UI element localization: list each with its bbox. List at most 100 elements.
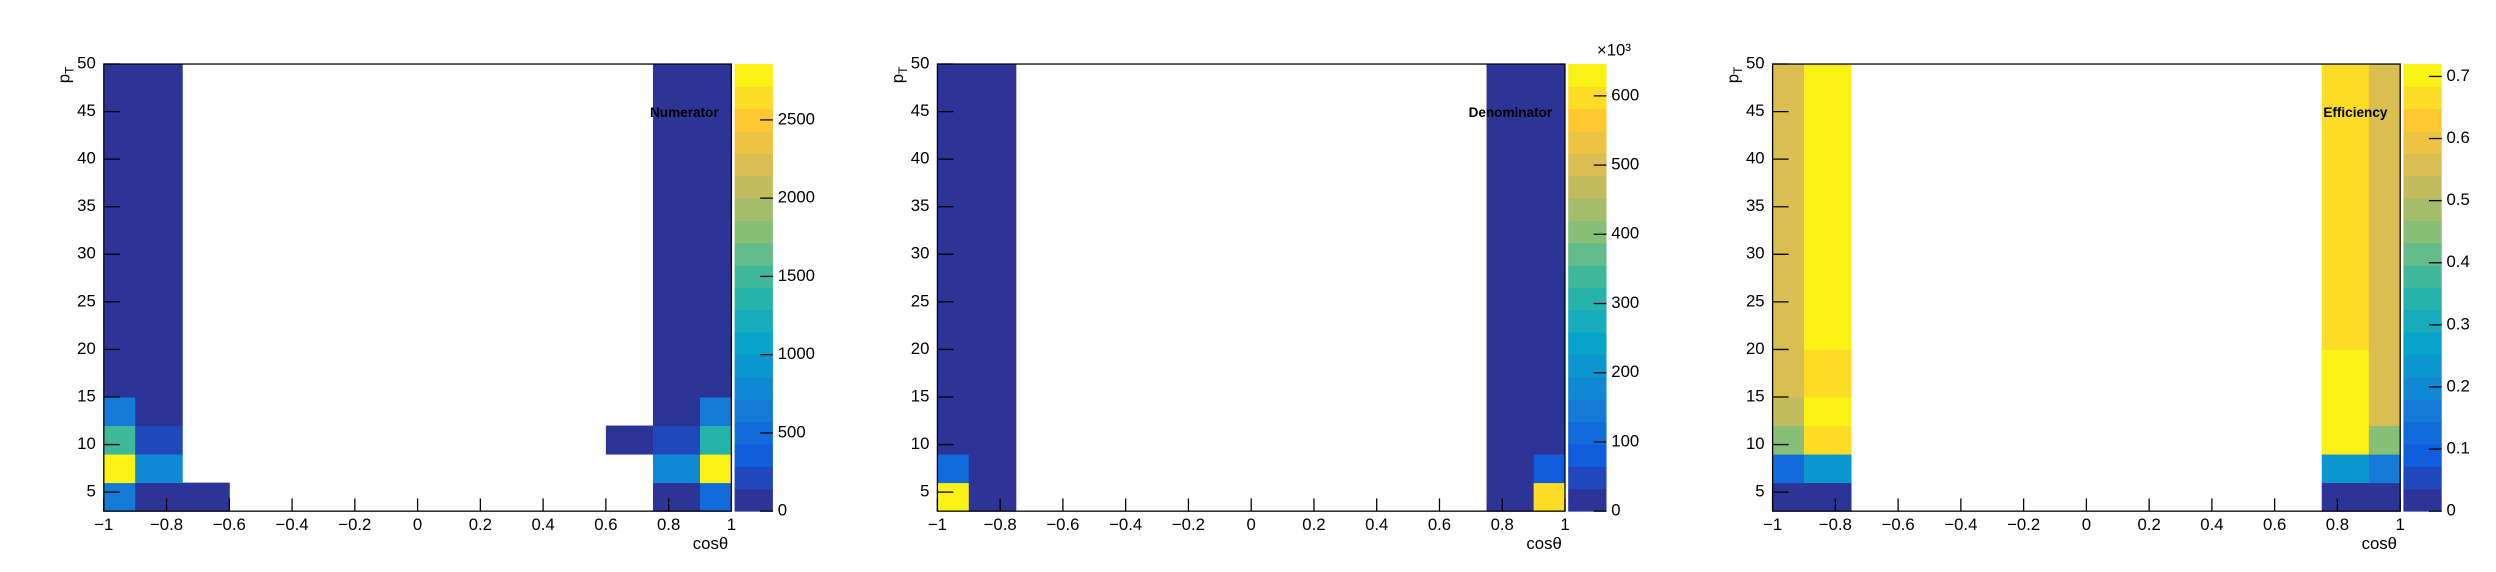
cell bbox=[1533, 482, 1566, 512]
color-bar-step bbox=[734, 265, 773, 289]
y-tick-label: 10 bbox=[911, 434, 930, 453]
y-tick-label: 25 bbox=[77, 291, 96, 310]
z-tick-label: 0 bbox=[778, 501, 787, 520]
color-bar-step bbox=[2403, 309, 2442, 333]
x-tick-label: −0.6 bbox=[1882, 515, 1915, 534]
x-tick-label: 0.8 bbox=[2326, 515, 2349, 534]
z-tick-label: 0.1 bbox=[2446, 438, 2469, 457]
cell bbox=[937, 482, 970, 512]
color-bar-step bbox=[734, 198, 773, 222]
cell bbox=[937, 397, 970, 427]
color-bar-step bbox=[734, 287, 773, 311]
y-axis-title-main: p bbox=[1724, 74, 1743, 83]
color-bar-step bbox=[734, 153, 773, 177]
x-tick-label: −1 bbox=[94, 515, 113, 534]
cell bbox=[968, 454, 1017, 484]
cell bbox=[1803, 425, 1852, 455]
color-bar-step bbox=[734, 242, 773, 266]
color-bar-step bbox=[1568, 421, 1607, 445]
color-bar-step bbox=[1568, 466, 1607, 490]
color-bar-step bbox=[1568, 220, 1607, 244]
cell bbox=[968, 425, 1017, 455]
cell bbox=[652, 64, 701, 350]
color-bar-step bbox=[2403, 399, 2442, 423]
z-tick-label: 300 bbox=[1611, 293, 1639, 312]
x-tick-label: 0.8 bbox=[657, 515, 680, 534]
x-tick-label: 1 bbox=[2396, 515, 2405, 534]
color-bar-step bbox=[1568, 332, 1607, 356]
y-tick-label: 45 bbox=[1746, 101, 1765, 120]
color-bar-step bbox=[2403, 287, 2442, 311]
color-bar-step bbox=[734, 377, 773, 400]
cell bbox=[135, 397, 183, 427]
y-tick-label: 40 bbox=[77, 149, 96, 168]
cell bbox=[182, 482, 230, 512]
cell bbox=[2368, 397, 2401, 427]
x-tick-label: 0.4 bbox=[531, 515, 554, 534]
cell bbox=[1772, 454, 1805, 484]
x-tick-label: 0 bbox=[413, 515, 422, 534]
y-axis-title: pT bbox=[1724, 66, 1746, 83]
y-tick-label: 25 bbox=[1746, 291, 1765, 310]
color-bar-step bbox=[734, 354, 773, 378]
y-tick-label: 45 bbox=[911, 101, 930, 120]
z-tick-label: 1500 bbox=[778, 266, 815, 285]
color-bar-step bbox=[734, 175, 773, 199]
x-tick-label: −0.4 bbox=[1109, 515, 1142, 534]
cell bbox=[1486, 349, 1535, 398]
cell bbox=[700, 482, 732, 512]
x-tick-label: −1 bbox=[1763, 515, 1782, 534]
cell bbox=[135, 482, 183, 512]
color-bar-step bbox=[1568, 265, 1607, 289]
z-tick-label: 0.7 bbox=[2446, 66, 2469, 85]
color-bar-step bbox=[1568, 108, 1607, 132]
color-bar-step bbox=[1568, 399, 1607, 423]
x-tick-label: 0 bbox=[1247, 515, 1256, 534]
x-tick-label: 0.2 bbox=[469, 515, 492, 534]
y-tick-label: 20 bbox=[1746, 339, 1765, 358]
z-tick-label: 400 bbox=[1611, 224, 1639, 243]
cell bbox=[937, 425, 970, 455]
annotation: Efficiency bbox=[2323, 105, 2388, 120]
y-tick-label: 40 bbox=[911, 149, 930, 168]
color-bar-step bbox=[2403, 444, 2442, 467]
color-bar-step bbox=[734, 466, 773, 490]
cell bbox=[103, 482, 136, 512]
y-tick-label: 30 bbox=[77, 244, 96, 263]
color-bar-step bbox=[2403, 488, 2442, 512]
color-bar-step bbox=[2403, 242, 2442, 266]
color-bar-step bbox=[1568, 242, 1607, 266]
cell bbox=[700, 454, 732, 484]
cell bbox=[2321, 454, 2370, 484]
cell bbox=[937, 349, 970, 398]
cell bbox=[135, 425, 183, 455]
color-bar-step bbox=[2403, 131, 2442, 154]
cell bbox=[1803, 454, 1852, 484]
z-tick-label: 0.3 bbox=[2446, 314, 2469, 333]
cell bbox=[1772, 482, 1805, 512]
y-tick-label: 50 bbox=[1746, 53, 1765, 72]
color-bar-step bbox=[2403, 466, 2442, 490]
cell bbox=[968, 482, 1017, 512]
y-tick-label: 20 bbox=[911, 339, 930, 358]
cell bbox=[135, 64, 183, 350]
color-bar-step bbox=[1568, 175, 1607, 199]
z-tick-label: 200 bbox=[1611, 362, 1639, 381]
x-tick-label: 0.8 bbox=[1491, 515, 1514, 534]
x-tick-label: −0.6 bbox=[1046, 515, 1079, 534]
z-tick-label: 0.2 bbox=[2446, 376, 2469, 395]
cell bbox=[103, 425, 136, 455]
color-bar-step bbox=[2403, 421, 2442, 445]
cell bbox=[968, 349, 1017, 398]
cell bbox=[1772, 425, 1805, 455]
cell bbox=[1486, 397, 1535, 427]
y-axis-title: pT bbox=[55, 66, 77, 83]
z-tick-label: 0.5 bbox=[2446, 190, 2469, 209]
cell bbox=[700, 349, 732, 398]
y-axis-title-main: p bbox=[55, 74, 74, 83]
x-tick-label: −0.2 bbox=[2007, 515, 2040, 534]
color-bar-step bbox=[734, 64, 773, 87]
cell bbox=[135, 349, 183, 398]
x-tick-label: 0.4 bbox=[1365, 515, 1388, 534]
z-tick-label: 500 bbox=[1611, 155, 1639, 174]
